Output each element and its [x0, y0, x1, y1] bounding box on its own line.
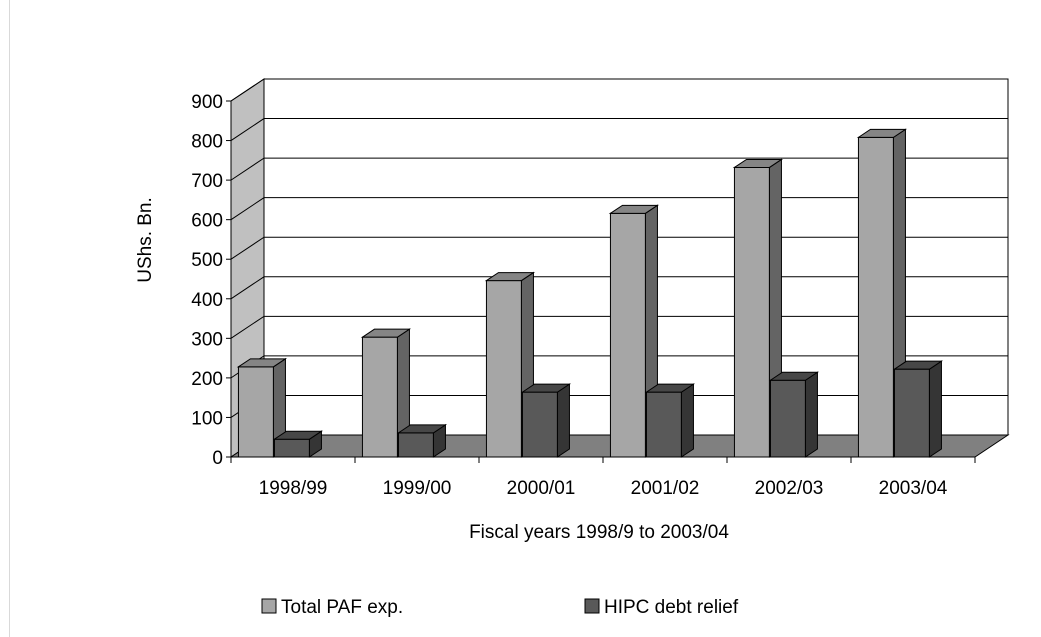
legend-item: HIPC debt relief [584, 597, 739, 618]
bar-front [857, 136, 894, 458]
bar [768, 371, 820, 458]
legend-swatch [584, 598, 600, 614]
bar-front [361, 336, 398, 458]
y-tick-label: 600 [191, 211, 223, 232]
bar [360, 328, 412, 458]
bar-front [521, 391, 558, 458]
x-tick-label: 2003/04 [879, 478, 948, 499]
bar [644, 383, 696, 458]
y-tick-label: 300 [191, 329, 223, 350]
bar-top [644, 383, 696, 393]
bar-top [272, 430, 324, 440]
bar [892, 360, 944, 458]
gridline [230, 157, 1008, 181]
bar-top [892, 360, 944, 370]
y-tick-label: 100 [191, 408, 223, 429]
bar [520, 383, 572, 458]
bar-top [396, 424, 448, 434]
x-axis-title: Fiscal years 1998/9 to 2003/04 [469, 522, 729, 543]
bar-top [732, 158, 784, 168]
x-tick-label: 2002/03 [755, 478, 824, 499]
x-tick-label: 1999/00 [383, 478, 452, 499]
bar-front [237, 366, 274, 458]
bar-top [608, 204, 660, 214]
bar [396, 423, 448, 458]
bar-front [769, 379, 806, 458]
y-tick-label: 700 [191, 171, 223, 192]
y-tick-label: 800 [191, 132, 223, 153]
bar-side [804, 371, 818, 458]
y-tick-label: 200 [191, 369, 223, 390]
y-tick-labels: 0 100 200 300 400 500 600 700 800 900 [191, 92, 223, 469]
x-tick-label: 2001/02 [631, 478, 700, 499]
bar-side [556, 383, 570, 458]
bar-top [360, 328, 412, 338]
bar-side [928, 360, 942, 458]
bar-front [397, 432, 434, 458]
axes [226, 100, 976, 463]
bar-top [484, 272, 536, 282]
legend: Total PAF exp. HIPC debt relief [261, 597, 739, 618]
bar-front [733, 166, 770, 458]
bar [236, 357, 288, 458]
legend-item: Total PAF exp. [261, 597, 403, 618]
legend-label: Total PAF exp. [281, 597, 403, 618]
bar [272, 430, 324, 458]
y-axis-title: UShs. Bn. [135, 197, 156, 283]
x-tick-labels: 1998/99 1999/00 2000/01 2001/02 2002/03 2003/… [259, 478, 948, 499]
bar-side [680, 383, 694, 458]
bar-top [768, 371, 820, 381]
x-tick-label: 2000/01 [507, 478, 576, 499]
bar-top [520, 383, 572, 393]
y-tick-label: 400 [191, 290, 223, 311]
bar-top [856, 128, 908, 138]
y-tick-label: 500 [191, 250, 223, 271]
y-tick-label: 0 [212, 448, 223, 469]
gridline [230, 78, 1008, 102]
x-tick-label: 1998/99 [259, 478, 328, 499]
legend-swatch [261, 598, 277, 614]
gridline [230, 118, 1008, 141]
legend-label: HIPC debt relief [604, 597, 739, 618]
bar-top [236, 358, 288, 368]
bar-front [645, 391, 682, 458]
bar-front [485, 280, 522, 458]
y-tick-label: 900 [191, 92, 223, 113]
bar-front [609, 212, 646, 458]
bar-front [893, 368, 930, 458]
frame-divider [9, 0, 10, 637]
bars [236, 128, 944, 458]
bar-front [273, 438, 310, 458]
